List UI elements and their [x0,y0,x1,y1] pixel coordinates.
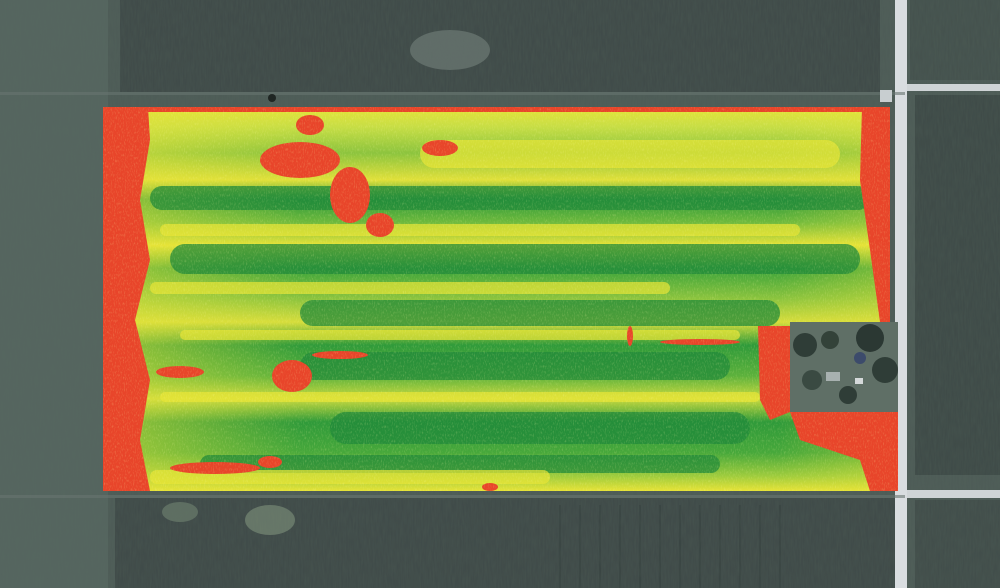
north-road [907,84,1000,91]
field-marker [268,94,276,102]
east-road [895,0,907,588]
south-road [907,490,1000,498]
farmstead-cutout [790,322,898,412]
field-ndvi-overlay [103,107,898,491]
